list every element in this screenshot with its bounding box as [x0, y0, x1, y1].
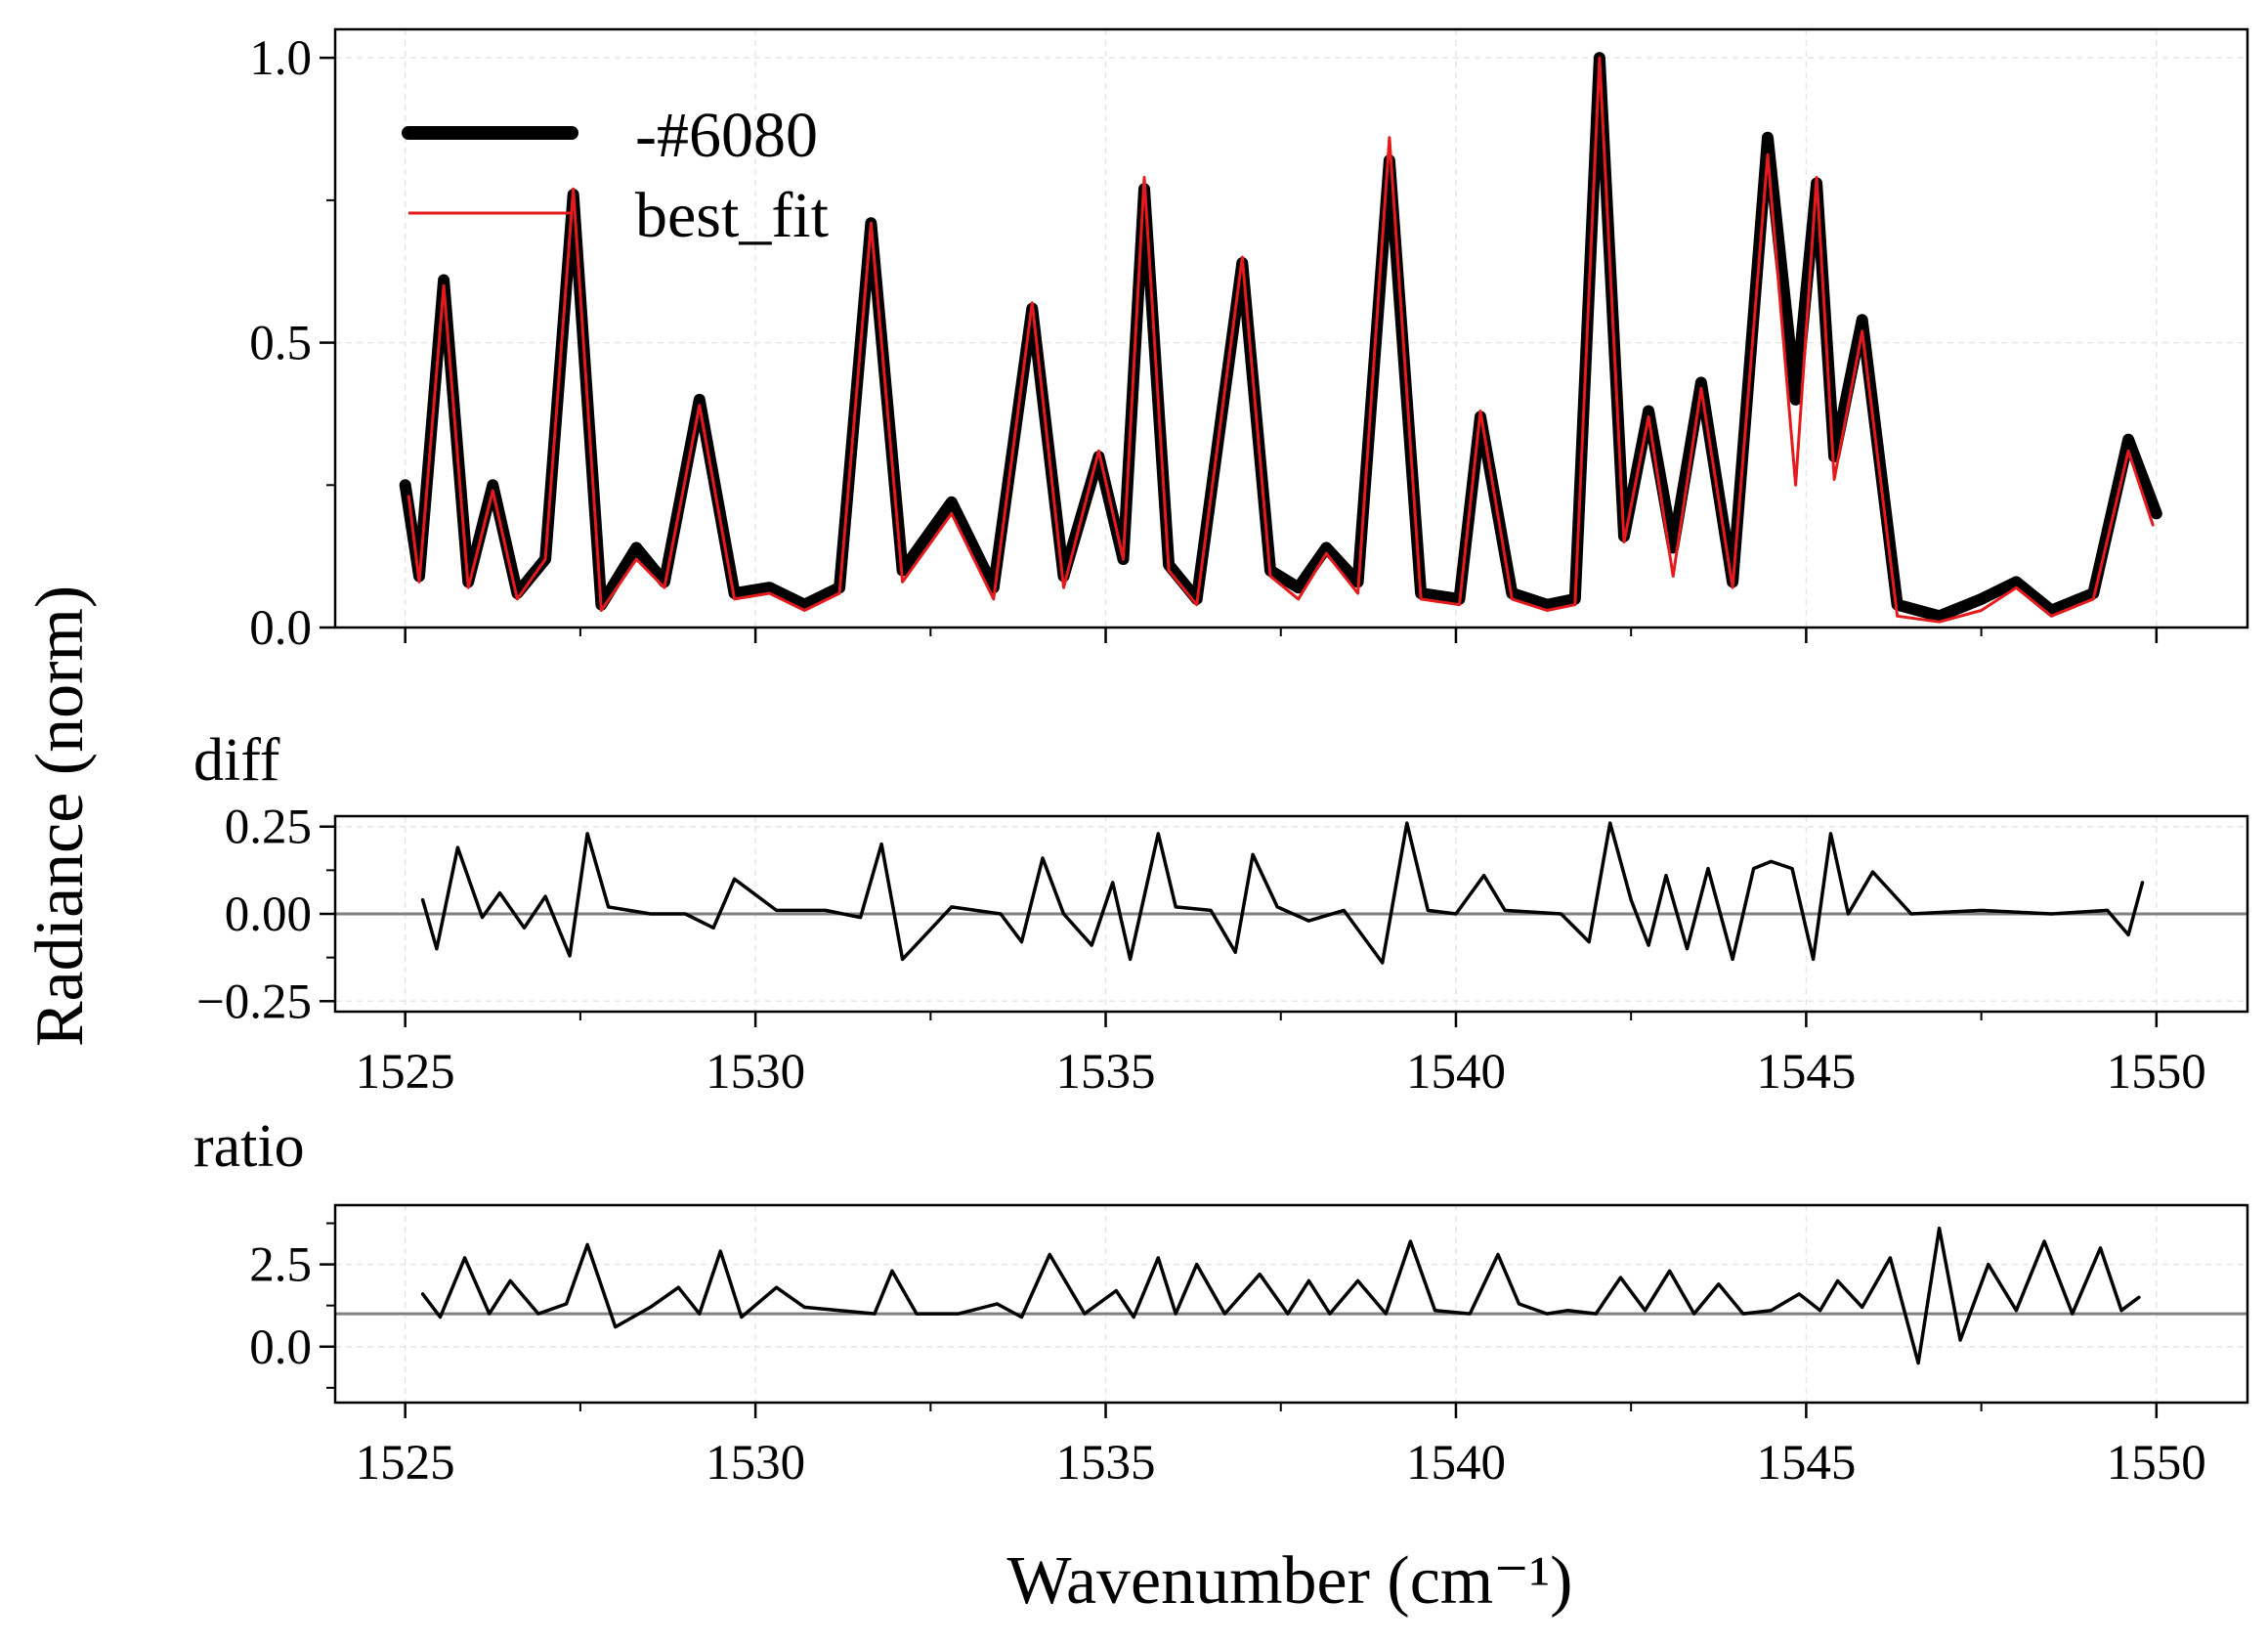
main-series	[399, 52, 2162, 624]
y-tick-label: 0.0	[249, 1320, 312, 1375]
x-tick-label: 1530	[706, 1436, 805, 1491]
legend-label-observed: -#6080	[635, 100, 818, 171]
ratio-panel-title: ratio	[193, 1113, 305, 1180]
y-tick-label: 0.00	[225, 887, 312, 942]
x-tick-label: 1540	[1406, 1045, 1506, 1100]
x-tick-label: 1525	[356, 1436, 455, 1491]
y-axis-label: Radiance (norm)	[22, 585, 98, 1047]
legend-label-fit: best_fit	[635, 180, 829, 251]
ratio-ticks: 2.5 0.0 1525 1530 1535 1540 1545 1550	[249, 1222, 2206, 1491]
ratio-plot-frame	[333, 1203, 2249, 1405]
diff-ticks: 0.25 0.00 −0.25 1525 1530 1535 1540 1545 1550	[196, 801, 2206, 1100]
x-tick-label: 1525	[356, 1045, 455, 1100]
y-tick-label: 0.0	[249, 601, 312, 656]
diff-panel-title: diff	[193, 727, 280, 794]
x-tick-label: 1550	[2107, 1045, 2206, 1100]
x-axis-label: Wavenumber (cm⁻¹)	[1006, 1543, 1572, 1619]
x-tick-label: 1535	[1056, 1045, 1156, 1100]
main-ticks: 0.0 0.5 1.0	[249, 31, 2159, 656]
ratio-grid	[335, 1205, 2247, 1403]
x-tick-label: 1545	[1756, 1045, 1856, 1100]
y-tick-label: 0.25	[225, 801, 312, 855]
x-tick-label: 1550	[2107, 1436, 2206, 1491]
main-plot-frame	[333, 27, 2249, 629]
y-tick-label: 2.5	[249, 1238, 312, 1293]
y-tick-label: 1.0	[249, 31, 312, 86]
diff-series	[335, 821, 2247, 965]
legend: -#6080 best_fit	[402, 100, 829, 251]
ratio-panel: ratio 2.5 0.0 1525 1530 1535 1540 1545 1550	[193, 1113, 2249, 1491]
ratio-series	[335, 1226, 2247, 1365]
x-tick-label: 1545	[1756, 1436, 1856, 1491]
diff-plot-frame	[333, 814, 2249, 1014]
ratio-series-line	[420, 1226, 2141, 1365]
x-tick-label: 1535	[1056, 1436, 1156, 1491]
main-grid	[335, 29, 2247, 628]
x-tick-label: 1540	[1406, 1436, 1506, 1491]
diff-series-line	[420, 821, 2145, 965]
main-panel: 0.0 0.5 1.0	[249, 27, 2249, 656]
y-tick-label: 0.5	[249, 317, 312, 371]
diff-panel: diff 0.25 0.00 −0.25 1525 1530 1535 1540 1545 15…	[193, 727, 2249, 1100]
y-tick-label: −0.25	[196, 974, 312, 1029]
x-tick-label: 1530	[706, 1045, 805, 1100]
series-line-bestfit	[407, 56, 2155, 624]
